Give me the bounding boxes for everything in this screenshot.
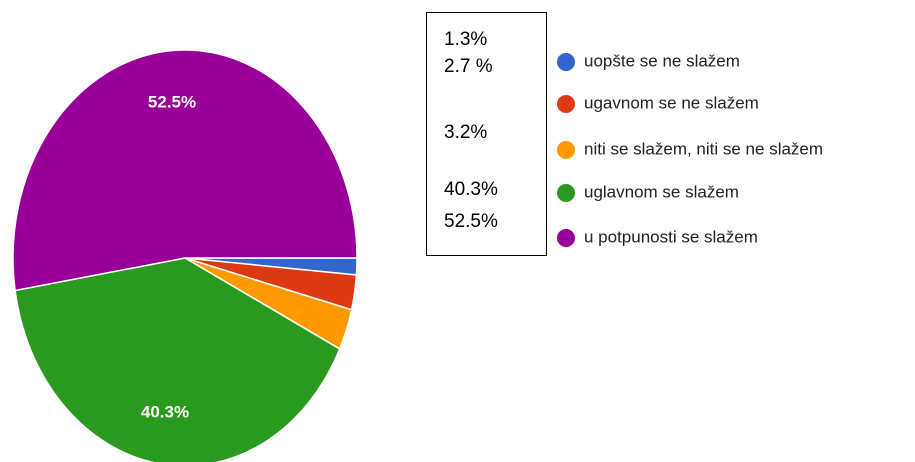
legend-label: niti se slažem, niti se ne slažem: [584, 139, 823, 158]
annotation-value: 1.3%: [444, 29, 487, 50]
slice-label: 40.3%: [141, 402, 189, 421]
legend-label: ugavnom se ne slažem: [584, 93, 759, 112]
legend-swatch: [557, 229, 575, 247]
legend-swatch: [557, 95, 575, 113]
legend-label: uglavnom se slažem: [584, 182, 739, 201]
annotation-value: 40.3%: [444, 179, 498, 200]
annotation-value: 3.2%: [444, 122, 487, 143]
legend-swatch: [557, 141, 575, 159]
pie-slice: [12, 49, 358, 292]
legend-swatch: [557, 53, 575, 71]
legend-label: uopšte se ne slažem: [584, 51, 740, 70]
legend-swatch: [557, 184, 575, 202]
annotation-box: [426, 12, 547, 256]
slice-label: 52.5%: [148, 92, 196, 111]
annotation-value: 52.5%: [444, 211, 498, 232]
legend-label: u potpunosti se slažem: [584, 227, 758, 246]
pie-slice: [14, 257, 341, 462]
annotation-value: 2.7 %: [444, 56, 493, 77]
